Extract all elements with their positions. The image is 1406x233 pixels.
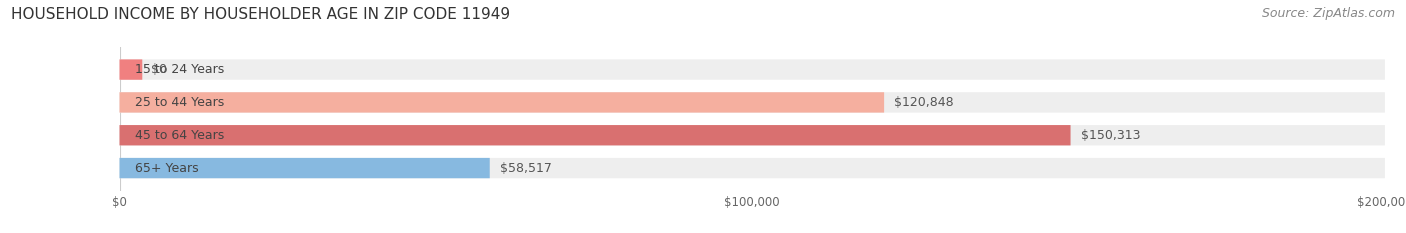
- FancyBboxPatch shape: [120, 92, 1385, 113]
- Text: $150,313: $150,313: [1081, 129, 1140, 142]
- Text: 45 to 64 Years: 45 to 64 Years: [135, 129, 224, 142]
- FancyBboxPatch shape: [120, 158, 1385, 178]
- FancyBboxPatch shape: [120, 92, 884, 113]
- Text: 15 to 24 Years: 15 to 24 Years: [135, 63, 224, 76]
- FancyBboxPatch shape: [120, 125, 1070, 145]
- FancyBboxPatch shape: [120, 158, 489, 178]
- Text: 65+ Years: 65+ Years: [135, 161, 198, 175]
- Text: HOUSEHOLD INCOME BY HOUSEHOLDER AGE IN ZIP CODE 11949: HOUSEHOLD INCOME BY HOUSEHOLDER AGE IN Z…: [11, 7, 510, 22]
- Text: $0: $0: [152, 63, 167, 76]
- Text: 25 to 44 Years: 25 to 44 Years: [135, 96, 224, 109]
- Text: Source: ZipAtlas.com: Source: ZipAtlas.com: [1261, 7, 1395, 20]
- FancyBboxPatch shape: [120, 125, 1385, 145]
- Text: $58,517: $58,517: [501, 161, 551, 175]
- FancyBboxPatch shape: [120, 59, 142, 80]
- Text: $120,848: $120,848: [894, 96, 953, 109]
- FancyBboxPatch shape: [120, 59, 1385, 80]
